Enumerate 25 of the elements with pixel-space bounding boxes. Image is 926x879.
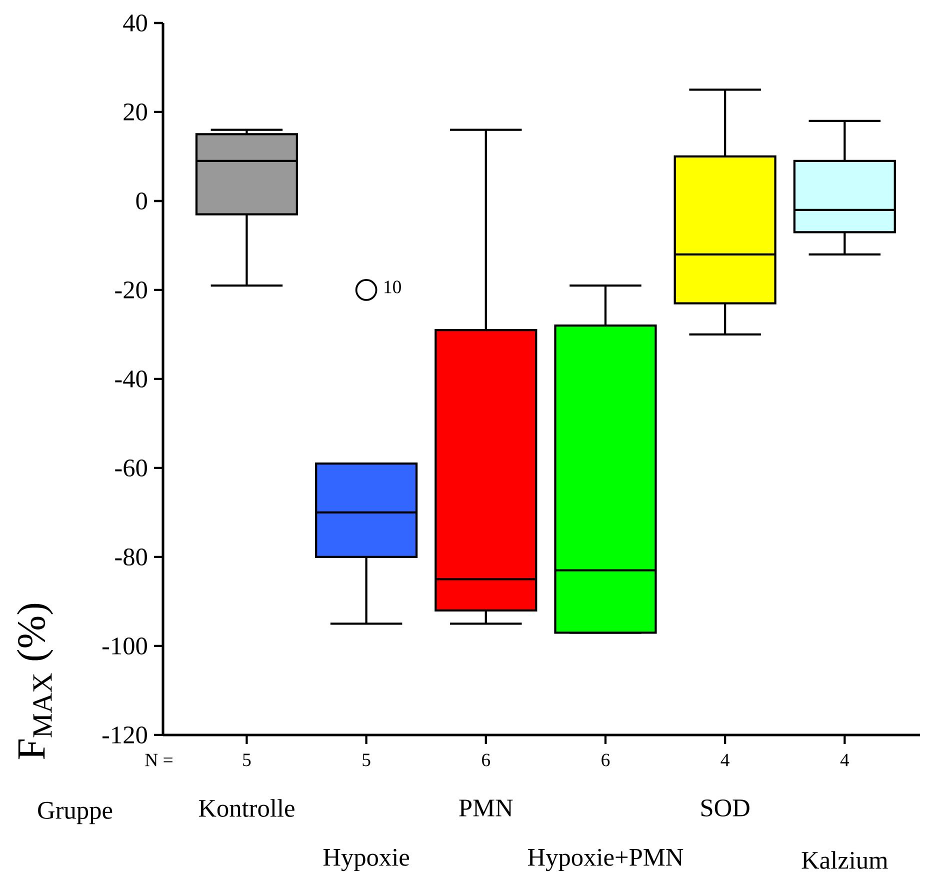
text: 5: [243, 754, 251, 766]
y-tick-label: -120: [102, 726, 147, 744]
annotation: 10: [384, 280, 401, 294]
y-tick-label: 0: [136, 192, 147, 210]
x-tick-label: Kontrolle: [198, 799, 294, 817]
x-tick-label: Kalzium: [802, 851, 888, 869]
y-tick-label: -80: [115, 548, 147, 566]
text: N =: [145, 754, 172, 766]
y-axis-title: F$_{MAX}$ (%): [16, 604, 54, 760]
text: 6: [482, 754, 490, 766]
x-tick-label: Hypoxie+PMN: [528, 848, 684, 872]
text: Gruppe: [38, 802, 112, 824]
y-tick-label: -60: [115, 459, 147, 477]
x-tick-label: Hypoxie: [323, 848, 410, 872]
text: 5: [362, 754, 370, 766]
y-tick-label: -20: [115, 281, 147, 299]
text: 6: [602, 754, 610, 766]
y-tick-label: -100: [102, 637, 147, 655]
text: 4: [720, 754, 730, 766]
y-tick-label: 20: [124, 103, 147, 121]
y-tick-label: -40: [115, 370, 147, 388]
y-tick-label: 40: [123, 14, 147, 32]
x-tick-label: SOD: [701, 799, 750, 816]
x-tick-label: PMN: [459, 800, 513, 816]
text: 4: [840, 754, 850, 766]
